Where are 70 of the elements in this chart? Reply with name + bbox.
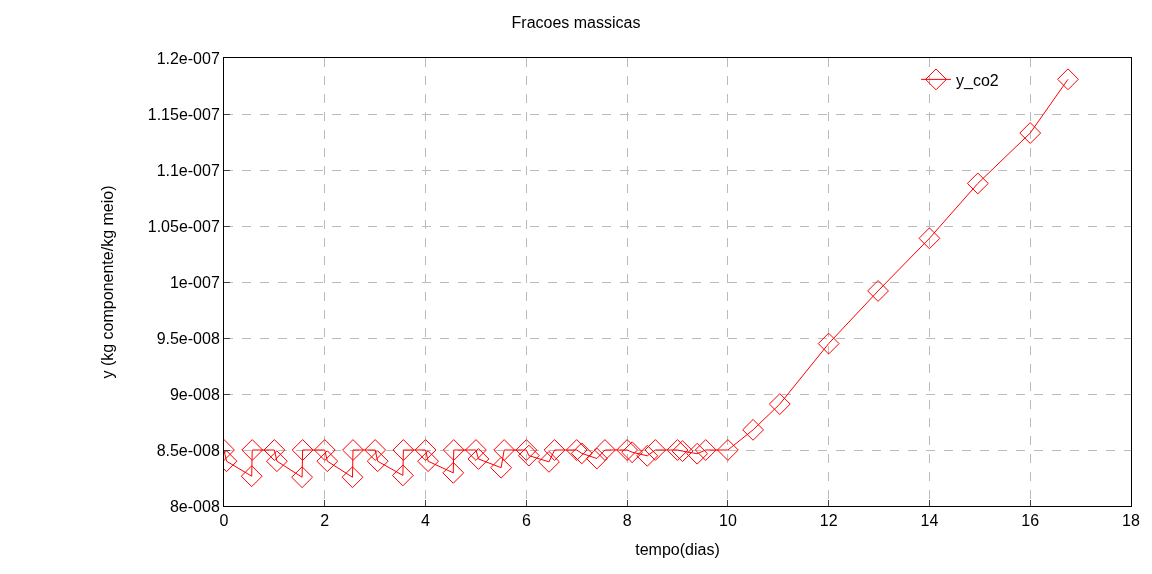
point — [570, 442, 593, 465]
legend-label: y_co2 — [956, 71, 999, 90]
y-tick-label: 1.1e-007 — [156, 161, 220, 179]
x-tick-label: 2 — [320, 512, 330, 530]
x-tick-label: 10 — [718, 512, 737, 530]
point — [467, 448, 490, 470]
y-tick-label: 1.2e-007 — [156, 49, 220, 67]
x-tick-label: 8 — [622, 512, 632, 530]
point — [291, 466, 313, 489]
point — [515, 439, 538, 461]
point — [686, 442, 709, 465]
point — [538, 450, 560, 473]
point — [517, 444, 540, 467]
point — [465, 439, 487, 461]
point — [364, 439, 387, 461]
point — [594, 439, 616, 461]
point — [694, 439, 717, 461]
point — [241, 439, 264, 461]
point — [442, 461, 465, 484]
x-tick-label: 0 — [219, 512, 229, 530]
point — [644, 439, 667, 461]
x-tick-label: 12 — [819, 512, 838, 530]
x-tick-label: 16 — [1021, 512, 1040, 530]
point — [263, 439, 286, 461]
y-tick-label: 9.5e-008 — [156, 329, 220, 347]
point — [1057, 68, 1079, 91]
point — [291, 439, 314, 461]
point — [666, 439, 689, 461]
point — [636, 444, 659, 467]
point — [266, 450, 288, 473]
point — [366, 450, 389, 473]
point — [817, 332, 840, 355]
point — [493, 439, 516, 461]
y-tick-label: 1e-007 — [169, 273, 220, 291]
point — [867, 280, 889, 302]
point — [417, 450, 439, 473]
point — [768, 393, 791, 415]
x-axis-title: tempo(dias) — [635, 540, 720, 558]
point — [565, 439, 588, 461]
point — [442, 439, 465, 461]
y-tick-label: 9e-008 — [169, 385, 220, 403]
point — [918, 227, 941, 250]
x-tick-label: 4 — [421, 512, 431, 530]
point — [313, 439, 336, 461]
x-tick-label: 14 — [920, 512, 939, 530]
point — [414, 439, 437, 461]
point — [716, 439, 739, 461]
point — [342, 439, 364, 461]
point — [341, 466, 364, 489]
x-tick-label: 6 — [521, 512, 531, 530]
chart-title: Fracoes massicas — [511, 14, 641, 32]
point — [240, 465, 263, 488]
point — [616, 439, 639, 461]
point — [490, 456, 513, 479]
x-tick-label: 18 — [1122, 512, 1140, 530]
point — [621, 441, 644, 464]
point — [391, 464, 414, 487]
y-tick-label: 8.5e-008 — [156, 441, 220, 459]
point — [1019, 122, 1042, 144]
point — [585, 447, 608, 470]
y-tick-label: 1.05e-007 — [147, 217, 220, 235]
point — [966, 172, 989, 195]
y-tick-label: 1.15e-007 — [147, 105, 220, 123]
point — [316, 450, 339, 473]
y-axis-title: y (kg componente/kg meio) — [98, 185, 116, 379]
y-tick-label: 8e-008 — [169, 497, 220, 515]
point — [392, 439, 415, 461]
point — [543, 439, 566, 461]
point — [742, 418, 764, 441]
point — [671, 440, 694, 463]
